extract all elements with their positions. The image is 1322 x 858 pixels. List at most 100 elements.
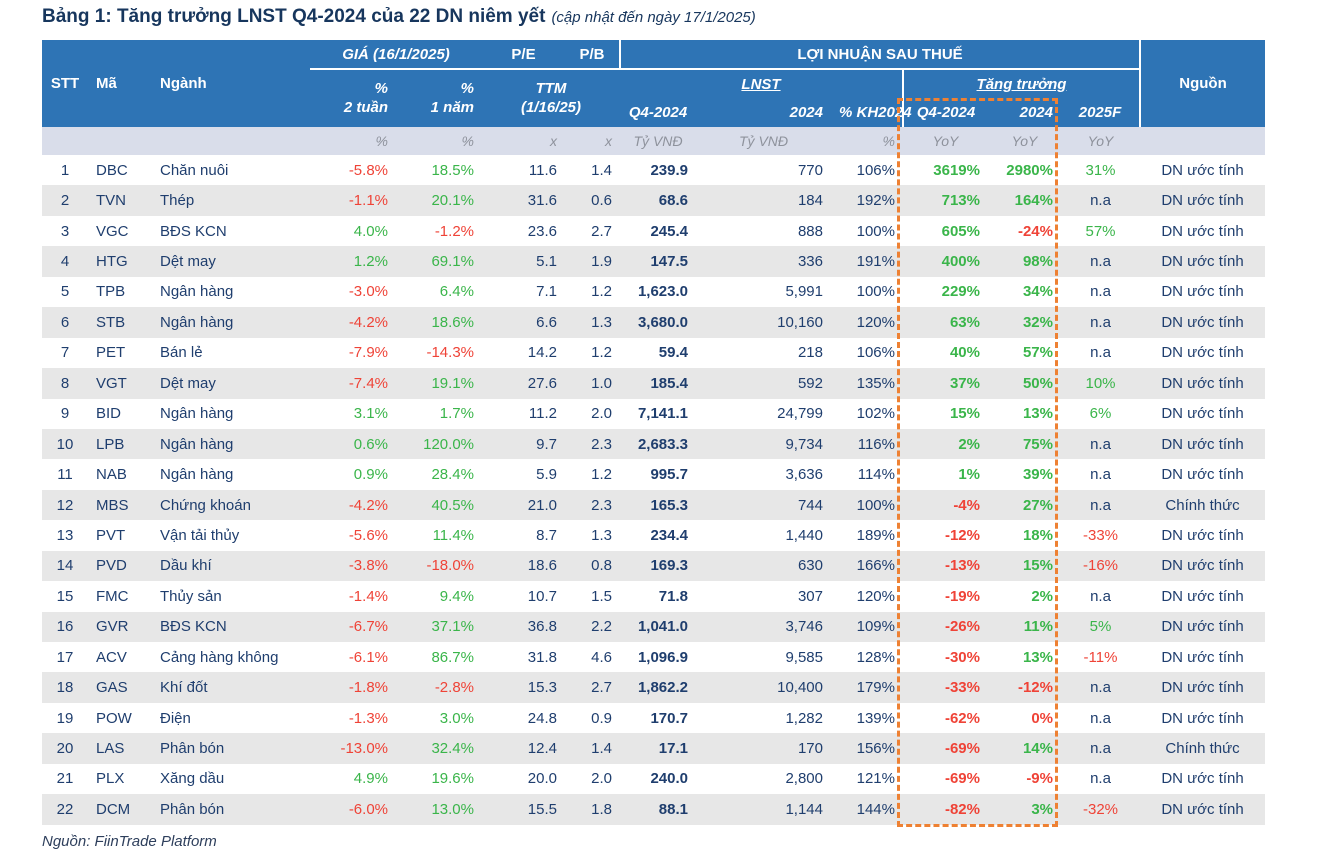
price-change-2w-cell: -7.9%	[348, 344, 388, 362]
growth-q4-cell: -13%	[944, 557, 980, 575]
unit-pct-2w: %	[310, 127, 396, 155]
forecast-2025-cell: 57%	[1085, 222, 1116, 240]
forecast-2025-cell: n.a	[1090, 466, 1111, 484]
forecast-2025-cell: n.a	[1090, 313, 1111, 331]
pb-cell: 1.2	[591, 344, 612, 362]
sector-cell: Ngân hàng	[160, 313, 234, 331]
growth-q4-cell: -12%	[944, 526, 980, 544]
lnst-q4-cell: 3,680.0	[637, 313, 688, 331]
price-change-2w-cell: -1.1%	[348, 192, 388, 210]
growth-2024-cell: 39%	[1022, 466, 1053, 484]
price-change-1y-cell: 3.0%	[439, 709, 474, 727]
col-header-pb: P/B	[565, 40, 620, 70]
pb-cell: 0.8	[591, 557, 612, 575]
sector-cell: Ngân hàng	[160, 283, 234, 301]
pb-cell: 2.0	[591, 405, 612, 423]
price-change-1y-cell: 19.6%	[431, 770, 474, 788]
ticker-cell: PVD	[96, 557, 127, 575]
price-change-2w-cell: -7.4%	[348, 374, 388, 392]
unit-pe: x	[482, 127, 565, 155]
table-caption: Bảng 1: Tăng trưởng LNST Q4-2024 của 22 …	[42, 6, 756, 28]
pe-cell: 31.8	[527, 648, 557, 666]
price-change-1y-cell: 69.1%	[431, 253, 474, 271]
stt-cell: 7	[60, 344, 70, 362]
pb-cell: 1.9	[591, 253, 612, 271]
lnst-2024-cell: 630	[797, 557, 823, 575]
price-change-2w-cell: -5.8%	[348, 161, 388, 179]
kh2024-cell: 189%	[856, 526, 895, 544]
growth-q4-cell: 713%	[941, 192, 980, 210]
lnst-q4-cell: 88.1	[658, 800, 688, 818]
pb-cell: 1.5	[591, 587, 612, 605]
growth-q4-cell: -26%	[944, 618, 980, 636]
growth-2024-cell: 3%	[1031, 800, 1053, 818]
growth-2024-cell: 164%	[1014, 192, 1053, 210]
price-change-2w-cell: -6.7%	[348, 618, 388, 636]
lnst-2024-cell: 184	[797, 192, 823, 210]
price-change-2w-cell: 0.9%	[353, 466, 388, 484]
source-cell: Chính thức	[1165, 740, 1240, 758]
lnst-q4-cell: 170.7	[650, 709, 688, 727]
sector-cell: Dầu khí	[160, 557, 212, 575]
growth-q4-cell: 37%	[949, 374, 980, 392]
table-row: 8 VGT Dệt may -7.4% 19.1% 27.6 1.0 185.4 592 135%…	[42, 368, 1266, 399]
sector-cell: Chăn nuôi	[160, 161, 229, 179]
forecast-2025-cell: 6%	[1089, 405, 1112, 423]
ticker-cell: DBC	[96, 161, 128, 179]
growth-q4-cell: -82%	[944, 800, 980, 818]
growth-2024-cell: 57%	[1022, 344, 1053, 362]
kh2024-cell: 191%	[856, 253, 895, 271]
price-change-2w-cell: 4.9%	[353, 770, 388, 788]
pe-cell: 5.9	[536, 466, 557, 484]
sector-cell: Bán lẻ	[160, 344, 203, 362]
lnst-q4-cell: 59.4	[658, 344, 688, 362]
lnst-q4-cell: 2,683.3	[637, 435, 688, 453]
source-cell: DN ước tính	[1161, 557, 1244, 575]
table-row: 21 PLX Xăng dầu 4.9% 19.6% 20.0 2.0 240.0 2,800 1…	[42, 763, 1266, 795]
ticker-cell: PLX	[96, 770, 125, 788]
stt-cell: 8	[60, 374, 70, 392]
price-change-2w-cell: 0.6%	[353, 435, 388, 453]
price-change-2w-cell: -1.8%	[348, 679, 388, 697]
kh2024-cell: 192%	[856, 192, 895, 210]
table-row: 16 GVR BĐS KCN -6.7% 37.1% 36.8 2.2 1,041.0 3,74…	[42, 611, 1266, 642]
growth-2024-cell: 98%	[1022, 253, 1053, 271]
kh2024-cell: 144%	[856, 800, 895, 818]
source-cell: DN ước tính	[1161, 313, 1244, 331]
price-change-1y-cell: 40.5%	[431, 496, 474, 514]
forecast-2025-cell: n.a	[1090, 344, 1111, 362]
growth-q4-cell: 400%	[941, 253, 980, 271]
price-change-2w-cell: -13.0%	[340, 740, 388, 758]
lnst-q4-cell: 234.4	[650, 526, 688, 544]
ticker-cell: PVT	[96, 526, 126, 544]
pe-cell: 8.7	[536, 526, 557, 544]
growth-q4-cell: -69%	[944, 740, 980, 758]
stt-cell: 6	[60, 313, 70, 331]
table-row: 7 PET Bán lẻ -7.9% -14.3% 14.2 1.2 59.4 218 106% 4…	[42, 337, 1266, 369]
sector-cell: Phân bón	[160, 740, 225, 758]
lnst-q4-cell: 245.4	[650, 222, 688, 240]
ticker-cell: NAB	[96, 466, 127, 484]
sector-cell: Dệt may	[160, 253, 216, 271]
col-header-2025f: 2025F	[1061, 98, 1141, 127]
kh2024-cell: 179%	[856, 679, 895, 697]
lnst-2024-cell: 24,799	[777, 405, 823, 423]
col-header-lnst-2024: 2024	[696, 98, 831, 127]
growth-2024-cell: 2%	[1031, 587, 1053, 605]
pb-cell: 1.4	[591, 161, 612, 179]
pe-cell: 15.5	[527, 800, 557, 818]
sector-cell: Ngân hàng	[160, 435, 234, 453]
pb-cell: 4.6	[591, 648, 612, 666]
table-row: 13 PVT Vận tải thủy -5.6% 11.4% 8.7 1.3 234.4 1,…	[42, 520, 1266, 551]
stt-cell: 21	[56, 770, 74, 788]
pb-cell: 1.3	[591, 313, 612, 331]
ticker-cell: STB	[96, 313, 126, 331]
lnst-2024-cell: 10,160	[777, 313, 823, 331]
page-title-note: (cập nhật đến ngày 17/1/2025)	[551, 9, 756, 26]
source-cell: DN ước tính	[1161, 800, 1244, 818]
price-change-1y-cell: 18.5%	[431, 161, 474, 179]
kh2024-cell: 114%	[857, 466, 895, 484]
growth-2024-cell: 34%	[1022, 283, 1053, 301]
unit-pb: x	[565, 127, 620, 155]
ticker-cell: DCM	[96, 800, 131, 818]
